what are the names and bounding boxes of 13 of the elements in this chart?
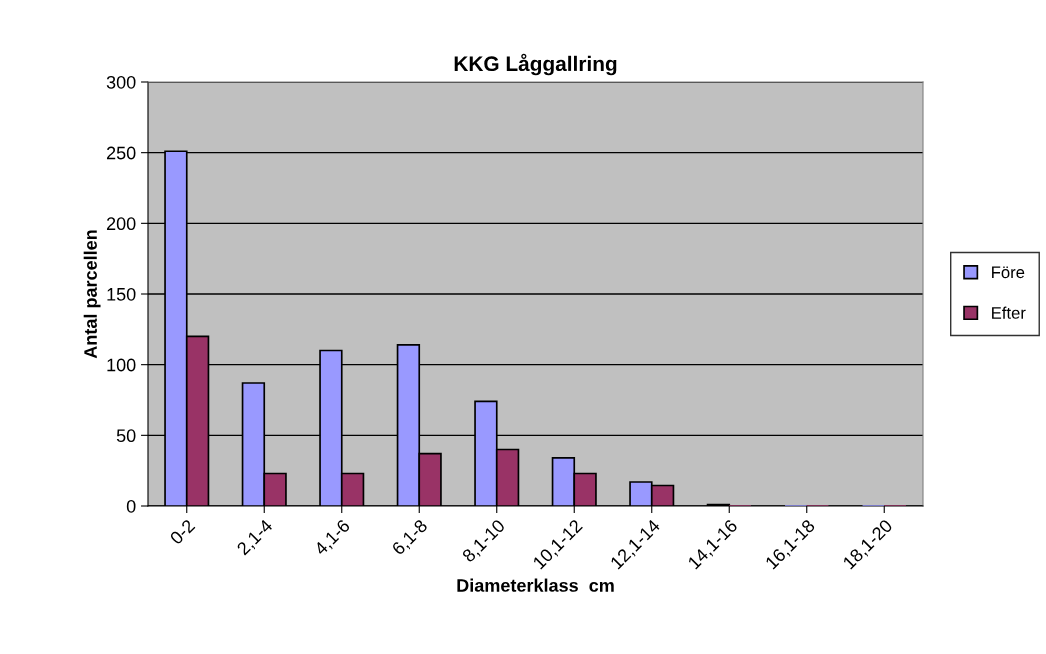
y-tick-label: 300 xyxy=(106,75,136,89)
y-tick-label: 200 xyxy=(106,217,136,231)
legend-label: Efter xyxy=(992,306,1026,319)
x-axis-title: Diameterklass cm xyxy=(457,578,614,592)
chart-title: KKG Låggallring xyxy=(454,53,617,76)
legend-label: Före xyxy=(992,266,1025,279)
x-tick-label: 0-2 xyxy=(169,518,196,546)
y-tick-label: 150 xyxy=(107,287,136,301)
y-axis-title: Antal parcellen xyxy=(83,230,101,359)
y-tick-label: 50 xyxy=(116,429,136,443)
y-tick-label: 250 xyxy=(106,146,136,160)
y-tick-label: 0 xyxy=(126,499,136,513)
y-tick-label: 100 xyxy=(107,358,136,372)
